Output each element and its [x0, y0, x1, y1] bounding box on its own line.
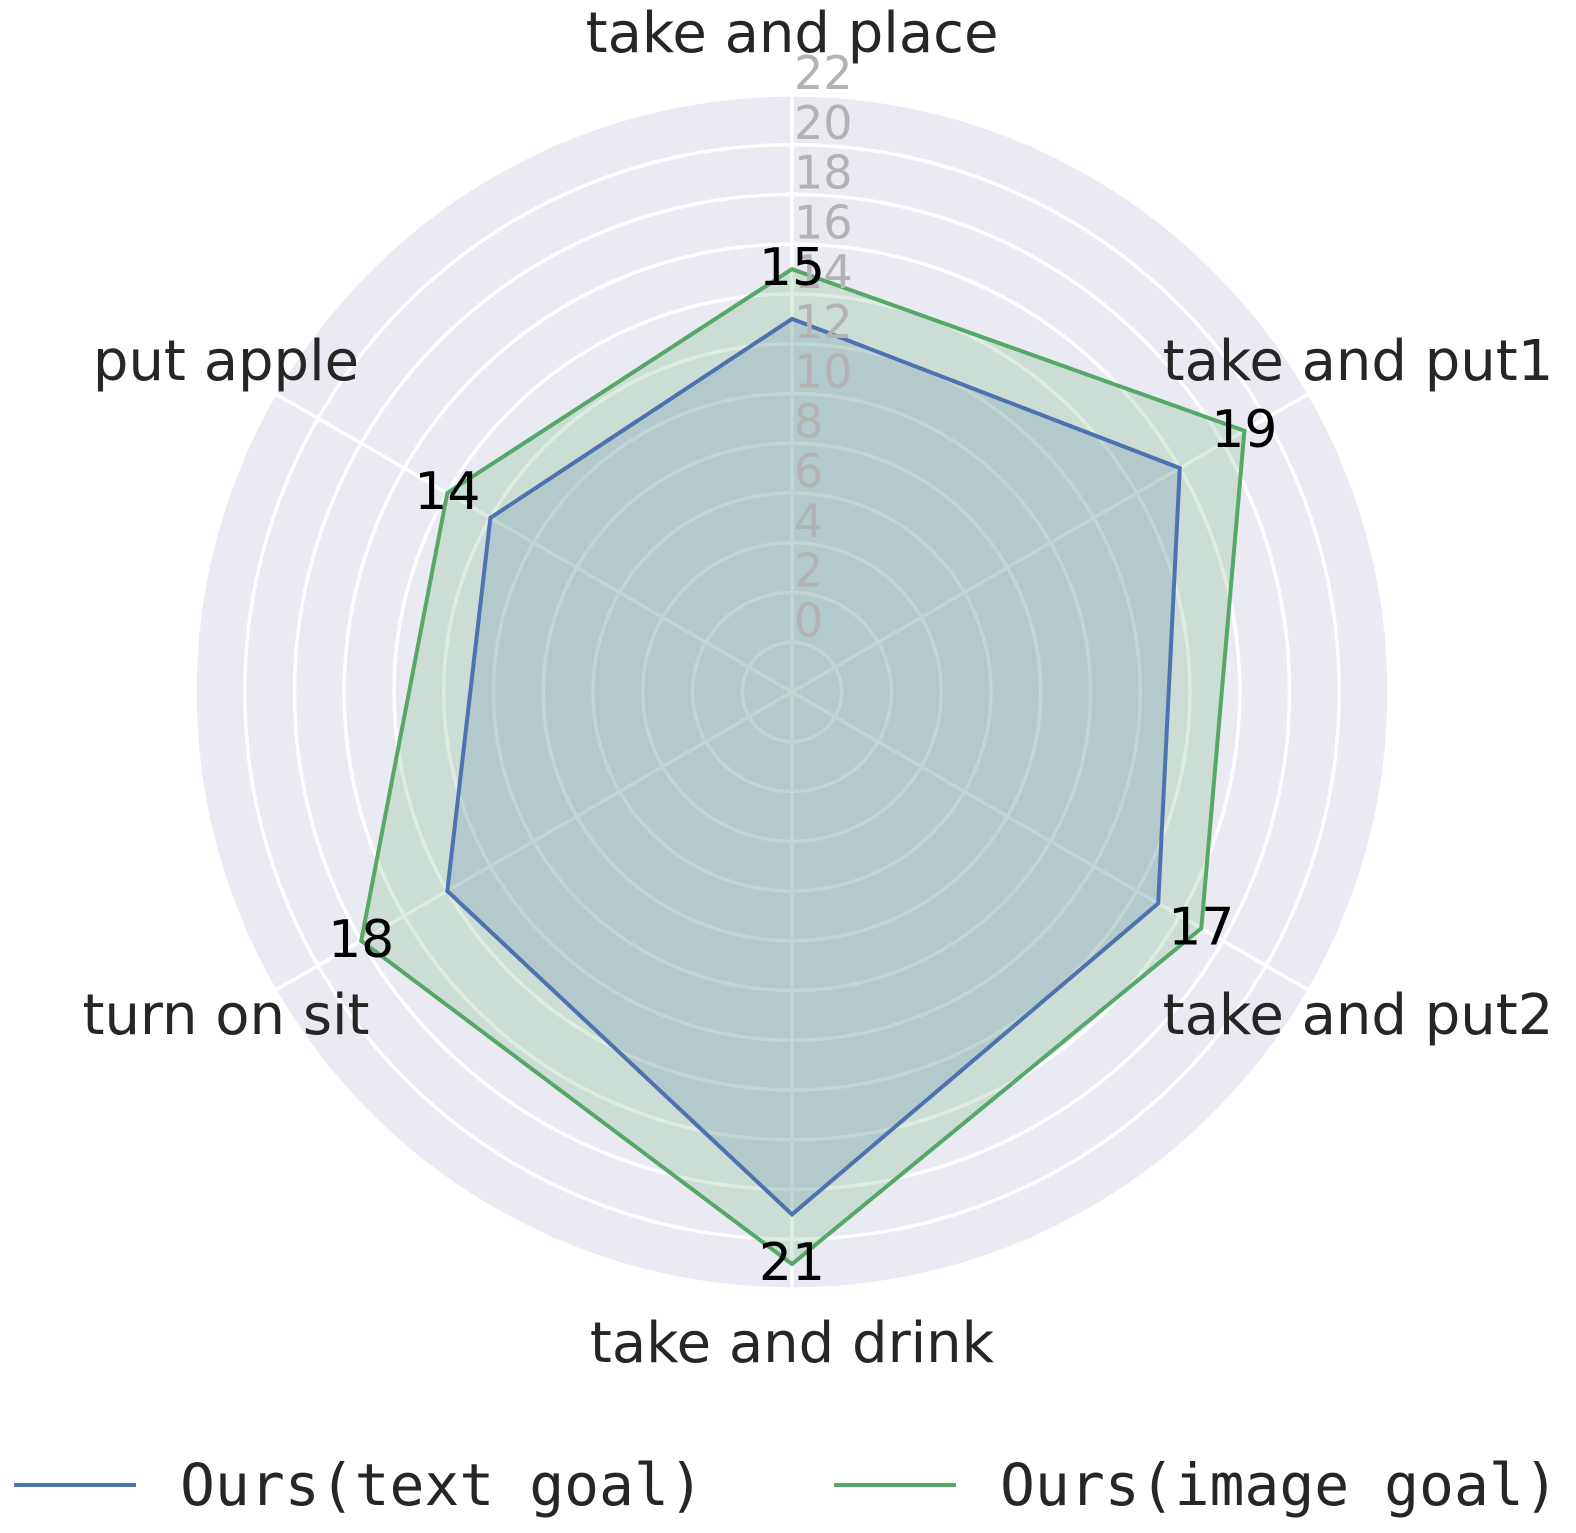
radial-tick-label: 16: [794, 195, 853, 249]
radial-tick-label: 22: [794, 46, 853, 100]
data-label: 21: [759, 1233, 825, 1293]
grid-spoke: [274, 391, 793, 694]
series-fill-1: [447, 318, 1180, 1215]
data-label: 14: [414, 462, 480, 522]
category-label: take and put2: [1163, 983, 1554, 1048]
radial-tick-label: 4: [794, 494, 823, 548]
radial-tick-label: 8: [794, 394, 823, 448]
category-labels: take and place take and put1 take and put2…: [82, 1, 1553, 1376]
radial-tick-label: 14: [794, 245, 853, 299]
radial-tick-label: 12: [794, 295, 853, 349]
polar-grid: [193, 93, 1391, 1291]
category-label: turn on sit: [82, 983, 369, 1048]
legend-label: Ours(text goal): [180, 1451, 704, 1519]
series-group: [359, 266, 1247, 1267]
data-label: 15: [759, 238, 825, 298]
category-label: put apple: [93, 329, 359, 394]
radial-tick-label: 20: [794, 96, 853, 150]
category-label: take and place: [586, 1, 999, 66]
series-line-2: [359, 266, 1247, 1267]
grid-spoke: [791, 391, 1310, 694]
category-label: take and drink: [590, 1311, 995, 1376]
radial-tick-label: 18: [794, 146, 853, 200]
data-label: 17: [1168, 897, 1234, 957]
series-line-1: [445, 316, 1182, 1218]
category-label: take and put1: [1163, 329, 1554, 394]
legend: Ours(text goal) Ours(image goal): [14, 1451, 1559, 1519]
radial-tick-label: 10: [794, 345, 853, 399]
grid-spoke: [791, 690, 1310, 993]
radial-tick-label: 6: [794, 444, 823, 498]
data-label: 19: [1211, 400, 1277, 460]
data-labels: 15 19 17 21 18 14: [328, 238, 1277, 1293]
radial-tick-label: 0: [794, 593, 823, 647]
data-label: 18: [328, 910, 394, 970]
legend-label: Ours(image goal): [1000, 1451, 1559, 1519]
radial-tick-label: 2: [794, 544, 823, 598]
